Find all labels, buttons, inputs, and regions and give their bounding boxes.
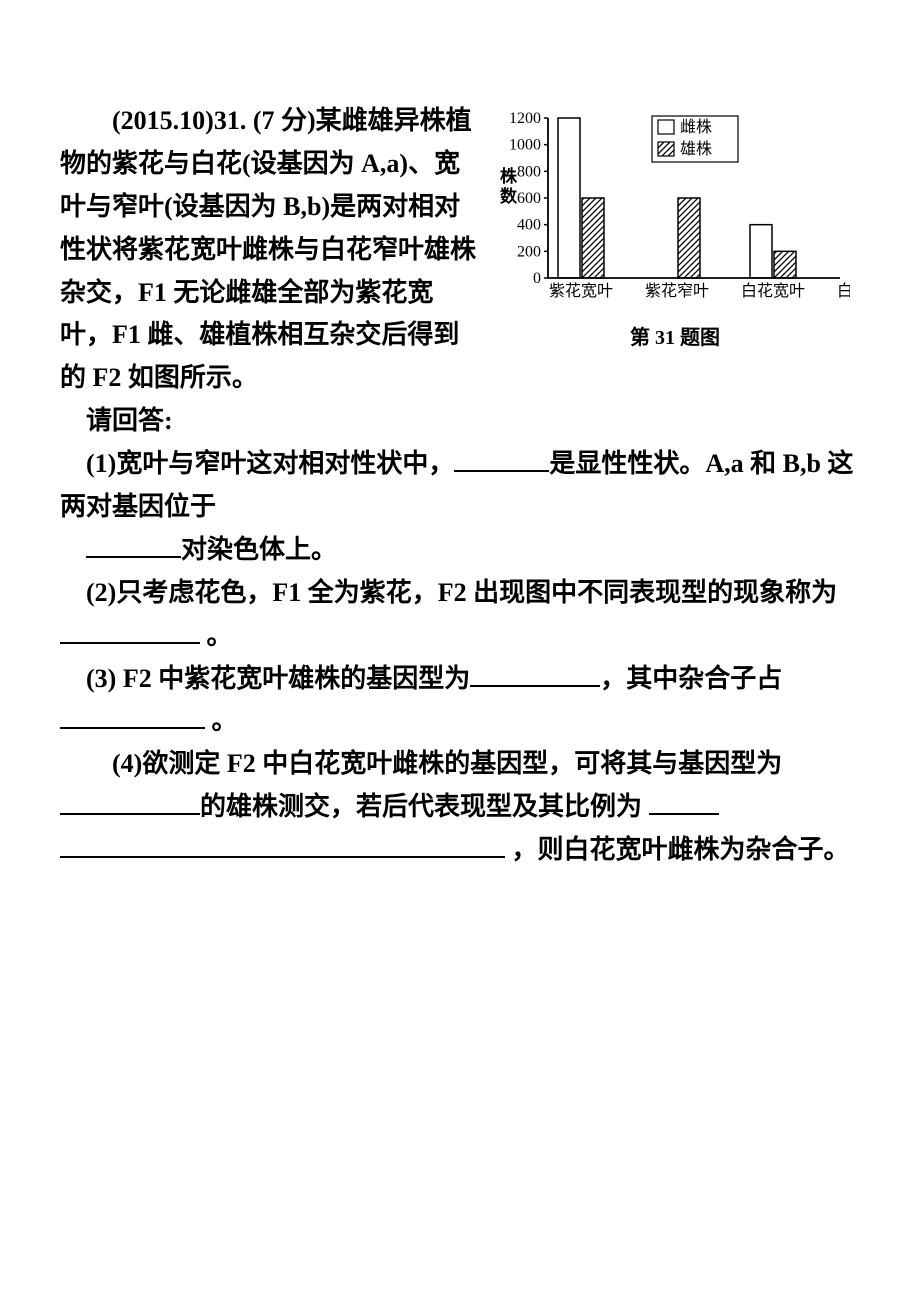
svg-text:1000: 1000	[509, 137, 541, 154]
q2-text-a: (2)只考虑花色，F1 全为紫花，F2 出现图中不同表现型的现象称为	[86, 578, 837, 607]
question-2: (2)只考虑花色，F1 全为紫花，F2 出现图中不同表现型的现象称为 。	[60, 572, 860, 658]
intro-block: 0 200 400 600 800 1000 1200 株数紫花宽叶 紫花窄叶 白花宽叶 白花窄叶 雌…	[60, 100, 860, 400]
question-3: (3) F2 中紫花宽叶雄株的基因型为 ，其中杂合子占 。	[60, 658, 860, 744]
q3-blank-1	[470, 658, 600, 687]
q1-text-a: (1)宽叶与窄叶这对相对性状中，	[86, 449, 454, 478]
question-1-cont: 对染色体上。	[60, 529, 860, 572]
q1-blank-1	[454, 444, 549, 473]
q4-text-b: 的雄株测交，若后代表现型及其比例为	[200, 792, 649, 821]
q3-blank-2	[60, 701, 205, 730]
q1-blank-2	[86, 529, 181, 558]
bar-chart: 0 200 400 600 800 1000 1200 株数紫花宽叶 紫花窄叶 白花宽叶 白花窄叶 雌…	[490, 100, 850, 320]
svg-text:紫花窄叶: 紫花窄叶	[645, 282, 709, 300]
svg-text:600: 600	[517, 190, 541, 207]
svg-text:雌株: 雌株	[680, 118, 712, 136]
q3-text-a: (3) F2 中紫花宽叶雄株的基因型为	[86, 664, 470, 693]
exam-date: (2015.10)	[112, 106, 214, 135]
q3-text-c: 。	[205, 706, 238, 735]
q4-blank-1	[60, 787, 200, 816]
answer-prompt: 请回答:	[60, 400, 860, 443]
question-1: (1)宽叶与窄叶这对相对性状中，是显性性状。A,a 和 B,b 这两对基因位于	[60, 443, 860, 529]
q2-blank-1	[60, 615, 200, 644]
svg-text:400: 400	[517, 217, 541, 234]
q4-text-a: (4)欲测定 F2 中白花宽叶雌株的基因型，可将其与基因型为	[112, 749, 782, 778]
q4-text-c: ，则白花宽叶雌株为杂合子。	[505, 835, 850, 864]
svg-text:1200: 1200	[509, 110, 541, 127]
q4-blank-3	[60, 830, 505, 859]
svg-text:雄株: 雄株	[680, 140, 712, 158]
q2-text-b: 。	[200, 621, 233, 650]
svg-text:紫花宽叶: 紫花宽叶	[549, 282, 613, 300]
svg-text:0: 0	[533, 270, 541, 287]
intro-text-a: 某雌雄异株植物的紫花与白花(设基因为 A,a)、宽叶与窄叶(设基因为 B,b)是…	[60, 106, 476, 349]
question-number: 31.	[214, 106, 247, 135]
chart-figure: 0 200 400 600 800 1000 1200 株数紫花宽叶 紫花窄叶 白花宽叶 白花窄叶 雌…	[490, 100, 860, 355]
document-body: 0 200 400 600 800 1000 1200 株数紫花宽叶 紫花窄叶 白花宽叶 白花窄叶 雌…	[60, 100, 860, 872]
svg-text:白花窄叶: 白花窄叶	[837, 282, 850, 300]
chart-caption: 第 31 题图	[490, 322, 860, 355]
q4-blank-2	[649, 787, 719, 816]
q1-text-c: 对染色体上。	[181, 535, 337, 564]
q3-text-b: ，其中杂合子占	[600, 664, 782, 693]
svg-text:株数: 株数	[500, 166, 518, 206]
intro-text-b: F1 雌、雄植株相互杂交后得到的 F2 如图所示。	[60, 320, 459, 392]
question-points: (7 分)	[253, 106, 316, 135]
svg-text:200: 200	[517, 243, 541, 260]
question-4-cont: ，则白花宽叶雌株为杂合子。	[60, 829, 860, 872]
svg-text:800: 800	[517, 163, 541, 180]
question-4: (4)欲测定 F2 中白花宽叶雌株的基因型，可将其与基因型为的雄株测交，若后代表…	[60, 743, 860, 829]
svg-text:白花宽叶: 白花宽叶	[741, 282, 805, 300]
